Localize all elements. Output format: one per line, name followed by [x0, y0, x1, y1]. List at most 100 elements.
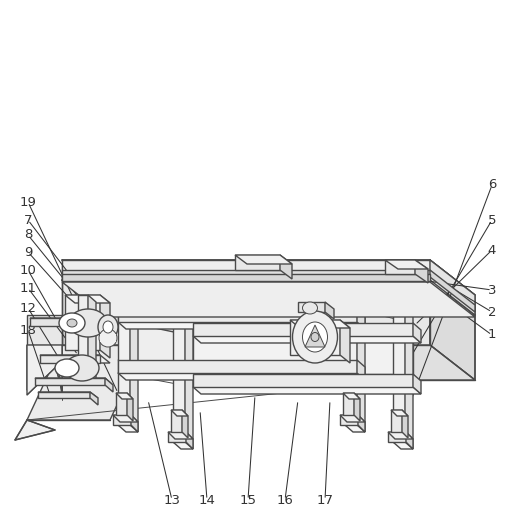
- Polygon shape: [340, 415, 358, 425]
- Polygon shape: [185, 300, 193, 449]
- Polygon shape: [360, 345, 475, 380]
- Polygon shape: [393, 442, 413, 449]
- Polygon shape: [65, 295, 100, 350]
- Polygon shape: [430, 280, 475, 380]
- Polygon shape: [388, 432, 406, 442]
- Polygon shape: [27, 345, 62, 390]
- Polygon shape: [38, 392, 90, 398]
- Polygon shape: [413, 323, 421, 343]
- Polygon shape: [193, 374, 413, 387]
- Ellipse shape: [292, 311, 337, 363]
- Polygon shape: [193, 336, 421, 343]
- Text: 17: 17: [316, 493, 334, 507]
- Polygon shape: [168, 432, 193, 439]
- Polygon shape: [173, 442, 193, 449]
- Ellipse shape: [98, 315, 118, 339]
- Polygon shape: [62, 280, 430, 345]
- Polygon shape: [118, 425, 138, 432]
- Polygon shape: [113, 415, 138, 422]
- Polygon shape: [65, 295, 110, 303]
- Polygon shape: [325, 302, 334, 319]
- Polygon shape: [126, 322, 193, 374]
- Polygon shape: [118, 360, 357, 373]
- Polygon shape: [88, 295, 96, 382]
- Polygon shape: [40, 355, 110, 363]
- Polygon shape: [235, 255, 292, 264]
- Ellipse shape: [302, 302, 317, 314]
- Polygon shape: [27, 315, 62, 345]
- Polygon shape: [130, 280, 138, 432]
- Polygon shape: [193, 336, 413, 374]
- Polygon shape: [340, 320, 350, 363]
- Polygon shape: [385, 260, 428, 269]
- Polygon shape: [430, 270, 475, 312]
- Text: 7: 7: [24, 214, 32, 226]
- Polygon shape: [171, 410, 188, 416]
- Text: 2: 2: [488, 305, 496, 319]
- Ellipse shape: [55, 359, 79, 377]
- Polygon shape: [193, 323, 413, 336]
- Polygon shape: [391, 410, 402, 432]
- Text: 12: 12: [19, 302, 37, 314]
- Polygon shape: [406, 432, 413, 449]
- Polygon shape: [27, 345, 145, 420]
- Polygon shape: [357, 310, 365, 329]
- Polygon shape: [430, 260, 475, 315]
- Polygon shape: [388, 432, 413, 439]
- Ellipse shape: [99, 329, 117, 347]
- Polygon shape: [38, 392, 98, 398]
- Text: 6: 6: [488, 179, 496, 191]
- Ellipse shape: [302, 322, 327, 352]
- Polygon shape: [35, 378, 105, 385]
- Polygon shape: [182, 410, 188, 438]
- Polygon shape: [113, 415, 131, 425]
- Polygon shape: [235, 255, 280, 270]
- Ellipse shape: [59, 313, 85, 333]
- Polygon shape: [343, 393, 354, 415]
- Polygon shape: [78, 295, 88, 375]
- Polygon shape: [118, 310, 357, 322]
- Polygon shape: [30, 318, 110, 326]
- Polygon shape: [100, 295, 110, 358]
- Polygon shape: [340, 415, 365, 422]
- Text: 14: 14: [199, 493, 215, 507]
- Ellipse shape: [67, 319, 77, 327]
- Polygon shape: [305, 325, 325, 347]
- Polygon shape: [385, 260, 415, 274]
- Polygon shape: [40, 355, 100, 363]
- Polygon shape: [393, 300, 405, 442]
- Polygon shape: [30, 318, 100, 326]
- Polygon shape: [358, 415, 365, 432]
- Polygon shape: [35, 378, 113, 385]
- Polygon shape: [354, 393, 360, 421]
- Polygon shape: [186, 432, 193, 449]
- Ellipse shape: [103, 321, 113, 333]
- Polygon shape: [131, 415, 138, 432]
- Polygon shape: [345, 425, 365, 432]
- Polygon shape: [62, 282, 475, 317]
- Text: 5: 5: [488, 214, 496, 226]
- Text: 11: 11: [19, 281, 37, 295]
- Ellipse shape: [65, 355, 99, 381]
- Text: 13: 13: [164, 493, 180, 507]
- Text: 4: 4: [488, 243, 496, 257]
- Polygon shape: [402, 410, 408, 438]
- Polygon shape: [116, 393, 127, 415]
- Text: 3: 3: [488, 284, 496, 296]
- Polygon shape: [413, 374, 421, 394]
- Polygon shape: [345, 280, 357, 425]
- Text: 16: 16: [277, 493, 293, 507]
- Polygon shape: [168, 432, 186, 442]
- Polygon shape: [118, 280, 130, 425]
- Polygon shape: [15, 420, 55, 440]
- Polygon shape: [171, 410, 182, 432]
- Polygon shape: [290, 320, 340, 355]
- Polygon shape: [343, 393, 360, 399]
- Polygon shape: [357, 360, 365, 380]
- Polygon shape: [405, 300, 413, 449]
- Text: 1: 1: [488, 329, 496, 341]
- Polygon shape: [62, 260, 475, 295]
- Polygon shape: [118, 322, 365, 329]
- Polygon shape: [290, 320, 350, 328]
- Text: 15: 15: [240, 493, 256, 507]
